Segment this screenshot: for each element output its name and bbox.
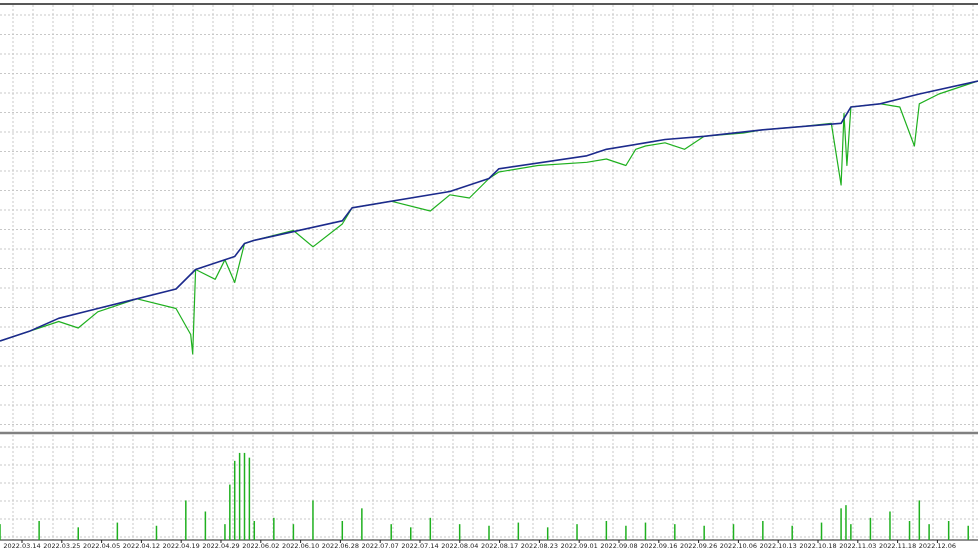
x-tick-label: 2022.04.29	[202, 542, 239, 550]
x-tick-label: 2022.06.28	[322, 542, 359, 550]
x-tick-label: 2022.11.18	[879, 542, 916, 550]
chart-frame	[0, 3, 978, 541]
x-tick-label: 2022.10.06	[720, 542, 757, 550]
x-tick-label: 2022.03.25	[43, 542, 80, 550]
series-layer	[0, 80, 978, 355]
equity-line	[0, 80, 978, 355]
x-tick-label: 2022.09.01	[561, 542, 598, 550]
x-tick-label: 2022.11.03	[839, 542, 876, 550]
x-tick-label: 2022.04.05	[83, 542, 120, 550]
x-tick-label: 2022.07.14	[401, 542, 438, 550]
x-tick-label: 2022.06.02	[242, 542, 279, 550]
x-tick-label: 2022.10.13	[760, 542, 797, 550]
x-axis: 2022.03.14 2022.03.25 2022.04.05 2022.04.12…	[3, 540, 956, 550]
x-tick-label: 2022.12.06	[919, 542, 956, 550]
x-tick-label: 2022.04.12	[123, 542, 160, 550]
x-tick-label: 2022.08.17	[481, 542, 518, 550]
x-tick-label: 2022.10.18	[799, 542, 836, 550]
x-tick-label: 2022.03.14	[3, 542, 40, 550]
balance-line	[0, 80, 978, 342]
grid-layer	[0, 5, 978, 540]
x-tick-label: 2022.08.04	[441, 542, 478, 550]
x-tick-label: 2022.07.07	[362, 542, 399, 550]
x-tick-label: 2022.09.08	[600, 542, 637, 550]
x-tick-label: 2022.08.23	[521, 542, 558, 550]
x-tick-label: 2022.06.10	[282, 542, 319, 550]
x-tick-label: 2022.04.19	[163, 542, 200, 550]
deposit-load-layer	[0, 452, 969, 540]
x-tick-label: 2022.09.26	[680, 542, 717, 550]
x-tick-label: 2022.09.16	[640, 542, 677, 550]
